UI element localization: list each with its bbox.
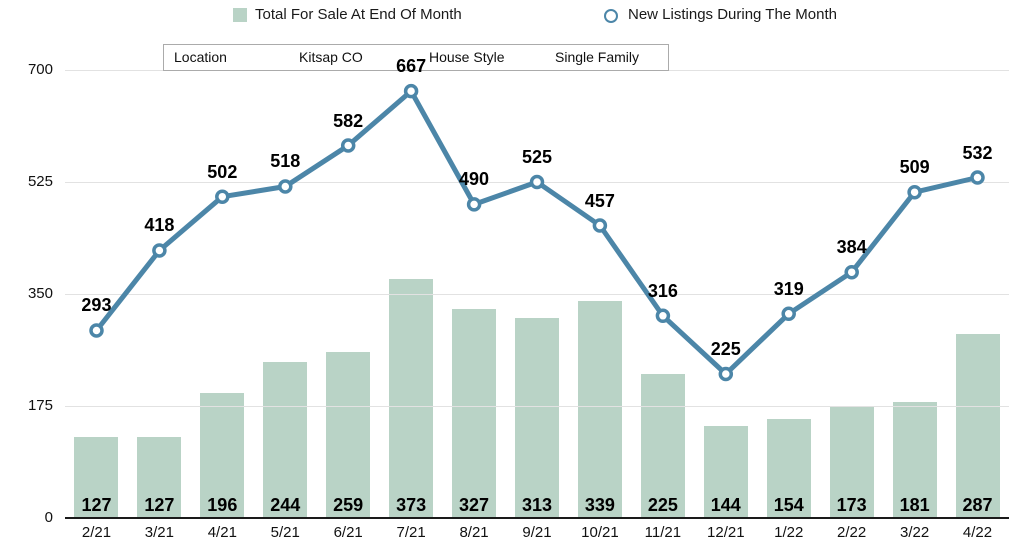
bar-value-label: 144 — [710, 495, 741, 515]
bar-value-label: 127 — [81, 495, 112, 515]
line-value-label: 225 — [710, 339, 741, 359]
x-axis-tick-label: 3/21 — [144, 524, 174, 541]
bar-value-label: 127 — [144, 495, 175, 515]
gridline — [65, 293, 1009, 295]
house-style-filter-label: House Style — [429, 49, 505, 65]
bar[interactable] — [389, 279, 434, 518]
x-axis-tick-label: 12/21 — [707, 524, 745, 541]
filter-bar: Location Kitsap CO House Style Single Fa… — [163, 44, 669, 71]
bar[interactable] — [74, 436, 119, 518]
line-value-label: 418 — [144, 215, 175, 236]
bar-series-legend-swatch-icon — [233, 8, 247, 22]
bar-value-label: 181 — [899, 495, 930, 515]
line-value-label: 667 — [396, 56, 427, 77]
bar-value-label: 196 — [207, 495, 238, 515]
line-value-label: 457 — [584, 190, 615, 211]
bar[interactable] — [326, 352, 371, 518]
x-axis-tick-label: 9/21 — [522, 524, 552, 541]
line-value-label: 518 — [270, 151, 301, 172]
house-style-filter-value[interactable]: Single Family — [555, 49, 640, 65]
gridline — [65, 405, 1009, 407]
bar-value-label: 244 — [270, 495, 301, 515]
x-axis-tick-label: 4/22 — [962, 524, 993, 541]
bar[interactable] — [640, 374, 685, 518]
y-axis-tick-label: 525 — [27, 173, 53, 190]
line-value-label: 532 — [962, 142, 993, 163]
line-marker[interactable] — [655, 308, 671, 324]
line-marker[interactable] — [844, 264, 859, 280]
line-value-label: 316 — [647, 280, 678, 301]
bar[interactable] — [955, 334, 1000, 518]
bar[interactable] — [263, 361, 308, 518]
x-axis-line — [65, 517, 1009, 519]
line-marker[interactable] — [278, 179, 293, 194]
line-series-legend-marker-icon — [604, 9, 618, 23]
line-value-label: 509 — [899, 157, 930, 178]
x-axis-tick-label: 2/21 — [81, 524, 112, 541]
bar-value-label: 339 — [584, 495, 615, 515]
line-value-label: 293 — [81, 295, 112, 316]
x-axis-tick-label: 6/21 — [333, 524, 363, 541]
line-marker[interactable] — [718, 366, 734, 382]
bar-value-label: 259 — [333, 495, 364, 515]
bar-value-label: 225 — [647, 495, 678, 515]
x-axis-tick-label: 4/21 — [207, 524, 237, 541]
line-value-label: 502 — [207, 161, 238, 182]
bar[interactable] — [892, 402, 937, 518]
bar-series-legend-label[interactable]: Total For Sale At End Of Month — [255, 6, 462, 23]
location-filter-label: Location — [174, 49, 227, 65]
line-value-label: 490 — [459, 169, 490, 190]
bar[interactable] — [200, 392, 245, 518]
line-series-legend-label[interactable]: New Listings During The Month — [628, 6, 837, 23]
bar[interactable] — [515, 317, 559, 518]
x-axis-tick-label: 5/21 — [270, 524, 300, 541]
x-axis-tick-label: 2/22 — [837, 524, 867, 541]
x-axis-tick-label: 7/21 — [396, 524, 426, 541]
bar[interactable] — [577, 301, 622, 518]
line-marker[interactable] — [340, 138, 356, 153]
bar[interactable] — [703, 425, 748, 518]
bar[interactable] — [452, 308, 497, 518]
line-marker[interactable] — [907, 184, 922, 200]
line-marker[interactable] — [89, 323, 104, 338]
bar[interactable] — [829, 407, 874, 518]
bar-value-label: 373 — [396, 495, 427, 515]
bar-value-label: 313 — [521, 495, 553, 515]
bar-value-label: 287 — [962, 495, 993, 515]
x-axis-tick-label: 11/21 — [644, 524, 682, 541]
line-marker[interactable] — [781, 306, 796, 322]
y-axis-tick-label: 175 — [27, 397, 53, 414]
line-marker[interactable] — [592, 218, 608, 233]
line-value-label: 525 — [521, 147, 553, 167]
y-axis-tick-label: 700 — [27, 61, 53, 78]
location-filter-value[interactable]: Kitsap CO — [299, 49, 363, 65]
bar-value-label: 154 — [773, 495, 804, 515]
y-axis-tick-label: 350 — [27, 285, 53, 302]
line-value-label: 319 — [773, 278, 804, 299]
line-marker[interactable] — [466, 197, 482, 212]
x-axis-tick-label: 3/22 — [899, 524, 930, 541]
bar-value-label: 173 — [836, 495, 867, 515]
x-axis-tick-label: 8/21 — [459, 524, 489, 541]
line-value-label: 582 — [333, 110, 364, 131]
bar-value-label: 327 — [459, 495, 490, 515]
line-marker[interactable] — [215, 189, 230, 204]
x-axis-tick-label: 1/22 — [774, 524, 804, 541]
x-axis-tick-label: 10/21 — [581, 524, 619, 541]
bar[interactable] — [137, 436, 182, 518]
y-axis-tick-label: 0 — [44, 509, 53, 526]
line-marker[interactable] — [403, 83, 419, 99]
line-marker[interactable] — [152, 243, 167, 258]
bar[interactable] — [766, 419, 811, 518]
line-value-label: 384 — [836, 237, 867, 258]
